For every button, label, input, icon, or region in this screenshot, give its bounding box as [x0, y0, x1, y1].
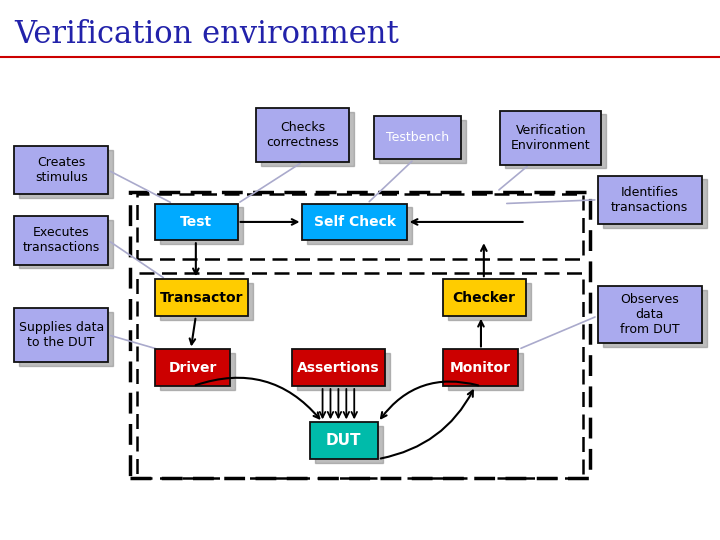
- Text: Executes
transactions: Executes transactions: [22, 226, 100, 254]
- Text: DUT: DUT: [326, 433, 361, 448]
- Text: Assertions: Assertions: [297, 361, 379, 375]
- FancyBboxPatch shape: [261, 112, 354, 166]
- Text: Monitor: Monitor: [450, 361, 511, 375]
- FancyBboxPatch shape: [19, 150, 113, 198]
- FancyBboxPatch shape: [14, 308, 108, 362]
- FancyBboxPatch shape: [374, 116, 461, 159]
- Text: Testbench: Testbench: [386, 131, 449, 144]
- Text: Supplies data
to the DUT: Supplies data to the DUT: [19, 321, 104, 349]
- FancyBboxPatch shape: [297, 353, 390, 390]
- Text: Checker: Checker: [453, 291, 516, 305]
- FancyBboxPatch shape: [310, 422, 378, 459]
- FancyBboxPatch shape: [598, 286, 702, 343]
- Text: Observes
data
from DUT: Observes data from DUT: [620, 293, 680, 336]
- FancyBboxPatch shape: [292, 349, 385, 386]
- FancyBboxPatch shape: [160, 353, 235, 390]
- FancyBboxPatch shape: [307, 207, 412, 244]
- FancyBboxPatch shape: [155, 349, 230, 386]
- Text: Checks
correctness: Checks correctness: [266, 121, 338, 149]
- FancyBboxPatch shape: [603, 179, 707, 228]
- FancyBboxPatch shape: [598, 176, 702, 224]
- FancyBboxPatch shape: [19, 312, 113, 366]
- FancyBboxPatch shape: [500, 111, 601, 165]
- FancyBboxPatch shape: [448, 283, 531, 320]
- FancyBboxPatch shape: [603, 290, 707, 347]
- FancyBboxPatch shape: [256, 108, 349, 162]
- FancyBboxPatch shape: [443, 349, 518, 386]
- Text: Verification environment: Verification environment: [14, 19, 399, 50]
- Text: Transactor: Transactor: [160, 291, 243, 305]
- FancyBboxPatch shape: [155, 279, 248, 316]
- FancyBboxPatch shape: [155, 204, 238, 240]
- FancyBboxPatch shape: [19, 220, 113, 268]
- FancyBboxPatch shape: [315, 426, 383, 463]
- FancyBboxPatch shape: [14, 146, 108, 194]
- FancyBboxPatch shape: [448, 353, 523, 390]
- Text: Self Check: Self Check: [314, 215, 395, 229]
- FancyBboxPatch shape: [160, 207, 243, 244]
- FancyBboxPatch shape: [379, 120, 466, 163]
- Text: Identifies
transactions: Identifies transactions: [611, 186, 688, 214]
- Text: Driver: Driver: [168, 361, 217, 375]
- FancyBboxPatch shape: [14, 216, 108, 265]
- FancyBboxPatch shape: [160, 283, 253, 320]
- Text: Creates
stimulus: Creates stimulus: [35, 156, 88, 184]
- FancyBboxPatch shape: [443, 279, 526, 316]
- Text: Test: Test: [180, 215, 212, 229]
- FancyBboxPatch shape: [302, 204, 407, 240]
- Text: Verification
Environment: Verification Environment: [511, 124, 590, 152]
- FancyBboxPatch shape: [505, 114, 606, 168]
